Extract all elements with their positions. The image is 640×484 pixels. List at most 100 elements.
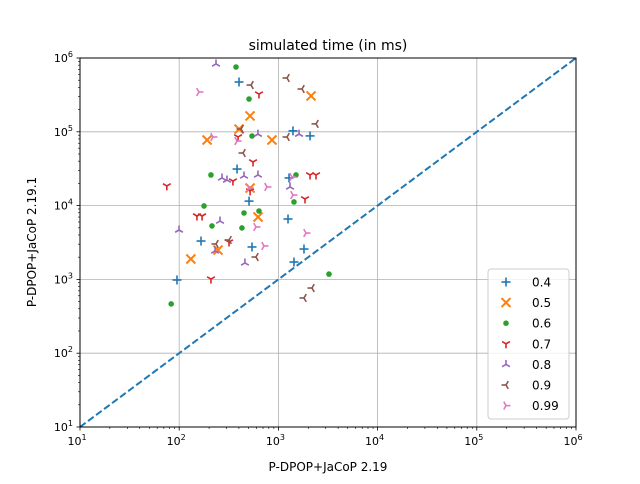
data-point-0.5 [252,211,264,223]
data-point-0.4 [232,164,242,174]
data-point-0.6 [239,225,245,231]
legend-marker-0.6 [503,320,509,327]
data-point-0.5 [266,134,278,146]
data-point-0.8 [294,129,304,138]
y-tick-label: 105 [54,124,73,139]
data-point-0.6 [246,96,252,102]
data-point-0.7 [228,178,238,186]
data-point-0.9 [238,148,246,158]
legend-box [487,268,570,420]
data-point-0.4 [299,244,309,254]
data-point-0.7 [300,196,310,204]
x-tick-label: 106 [563,433,582,448]
data-point-0.4 [289,257,299,267]
data-point-0.5 [244,110,256,122]
data-point-0.99 [246,183,254,193]
legend-label: 0.5 [532,296,551,310]
chart-title: simulated time (in ms) [249,38,408,54]
data-point-0.7 [162,182,172,191]
data-point-0.8 [211,59,221,67]
y-tick-label: 104 [54,198,73,213]
data-point-0.4 [288,126,298,136]
legend-marker-0.8 [501,359,511,368]
legend: 0.4 0.5 0.6 0.7 0.8 0.9 0.99 [487,268,570,420]
data-point-0.99 [261,241,269,251]
legend-label: 0.99 [532,399,559,413]
data-point-0.8 [210,246,220,254]
data-point-0.99 [210,132,218,142]
data-point-0.5 [305,90,317,102]
data-point-0.9 [299,293,307,303]
data-point-0.99 [290,190,298,200]
data-point-0.99 [289,172,297,182]
data-point-0.99 [264,182,272,192]
data-point-0.8 [239,171,249,179]
data-point-0.9 [236,124,244,134]
data-point-0.8 [253,129,263,138]
data-point-0.9 [297,84,305,94]
plot-frame [79,57,577,428]
data-points [162,59,332,307]
data-point-0.8 [253,170,263,178]
data-point-0.5 [201,134,213,146]
x-tick-label: 103 [266,433,285,448]
data-point-0.9 [251,252,259,262]
data-point-0.6 [291,199,297,205]
data-point-0.4 [234,77,244,87]
data-point-0.8 [174,225,184,233]
data-point-0.8 [222,175,232,183]
data-point-0.8 [285,182,295,190]
data-point-0.7 [254,91,264,99]
data-point-0.99 [253,222,261,232]
data-point-0.4 [172,275,182,285]
data-point-0.6 [208,172,214,178]
y-tick-label: 102 [54,345,73,360]
legend-label: 0.4 [532,276,551,290]
data-point-0.9 [311,119,319,129]
data-point-0.6 [241,210,247,216]
data-point-0.7 [206,276,216,284]
data-point-0.8 [215,216,225,224]
data-point-0.7 [197,213,207,221]
data-point-0.7 [248,159,258,167]
y-tick-label: 101 [54,419,73,434]
legend-label: 0.6 [532,317,551,331]
data-point-0.6 [233,64,239,70]
data-point-0.9 [282,132,290,142]
x-tick-label: 105 [464,433,483,448]
x-axis-label: P-DPOP+JaCoP 2.19 [269,460,388,474]
legend-label: 0.7 [532,337,551,351]
data-point-0.6 [209,223,215,229]
legend-marker-0.9 [501,380,509,390]
y-tick-label: 106 [54,50,73,65]
grid [79,57,577,428]
x-tick-label: 104 [365,433,384,448]
data-point-0.6 [168,301,174,307]
legend-marker-0.4 [501,277,511,287]
data-point-0.4 [244,196,254,206]
data-point-0.9 [246,80,254,90]
data-point-0.6 [256,208,262,214]
data-point-0.4 [247,242,257,252]
data-point-0.5 [185,253,197,265]
data-point-0.99 [234,136,242,146]
data-point-0.8 [240,258,250,266]
y-axis-label: P-DPOP+JaCoP 2.19.1 [25,177,39,307]
x-tick-label: 101 [67,433,86,448]
data-point-0.9 [282,73,290,83]
data-point-0.6 [201,203,207,209]
data-point-0.6 [249,133,255,139]
legend-marker-0.7 [501,340,511,349]
data-point-0.9 [224,235,232,245]
data-point-0.9 [307,283,315,293]
data-point-0.7 [311,172,321,180]
legend-label: 0.8 [532,358,551,372]
data-point-0.8 [217,173,227,181]
data-point-0.99 [303,228,311,238]
data-point-0.4 [283,214,293,224]
axis-ticks: 101 102 103 104 105 106 101 102 103 104 105 106 [54,50,583,448]
diagonal-reference-line [79,57,577,428]
data-point-0.99 [195,87,204,97]
data-point-0.9 [211,239,219,249]
